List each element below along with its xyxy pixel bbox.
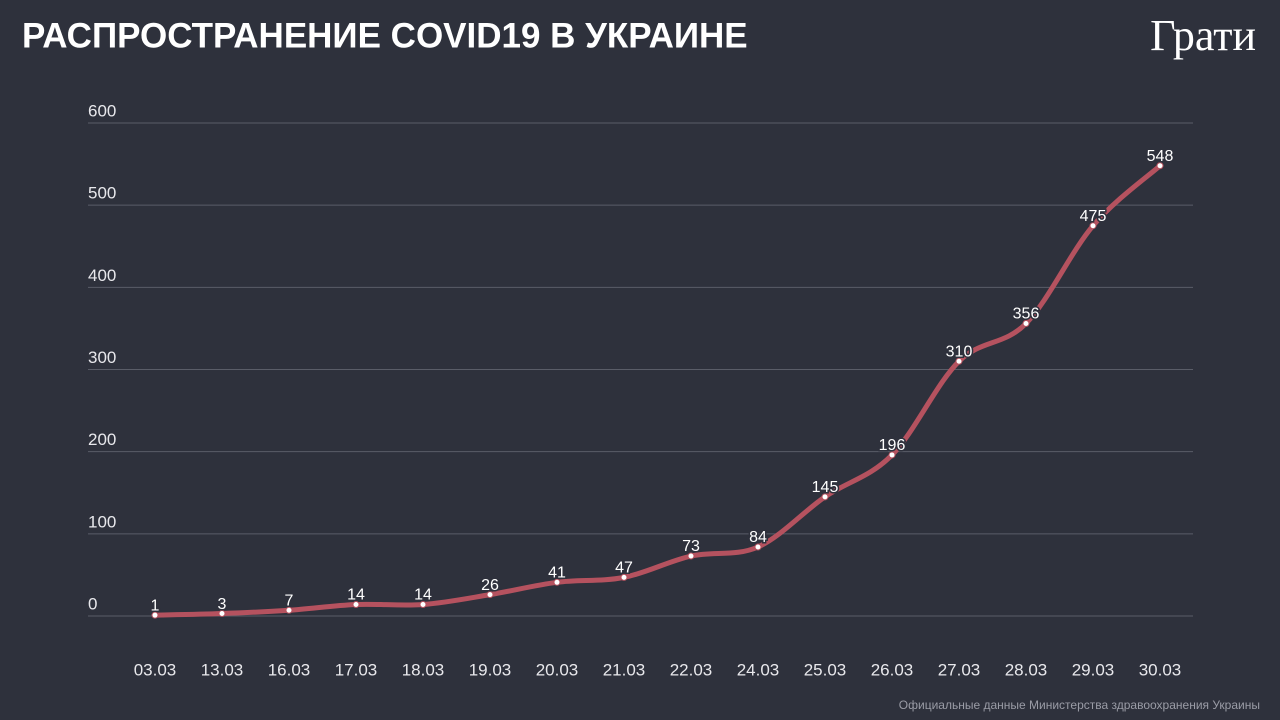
data-point [955,357,963,365]
data-point [486,591,494,599]
value-label: 7 [285,592,294,609]
x-tick-label: 22.03 [670,660,713,679]
value-label: 196 [879,437,906,454]
x-tick-label: 26.03 [871,660,914,679]
value-label: 84 [749,529,767,546]
data-point [754,543,762,551]
y-tick-label: 600 [88,101,116,120]
x-tick-label: 19.03 [469,660,512,679]
data-point [1156,162,1164,170]
x-tick-label: 21.03 [603,660,646,679]
x-tick-label: 25.03 [804,660,847,679]
value-label: 356 [1013,306,1040,323]
value-label: 1 [151,597,160,614]
data-point [151,611,159,619]
value-label: 73 [682,538,700,555]
logo: Грати [1150,11,1256,60]
source-note: Официальные данные Министерства здравоох… [899,698,1260,712]
data-point [620,573,628,581]
data-point [285,606,293,614]
data-point [553,578,561,586]
data-point [821,493,829,501]
x-tick-label: 18.03 [402,660,445,679]
x-tick-label: 27.03 [938,660,981,679]
chart-title: РАСПРОСТРАНЕНИЕ COVID19 В УКРАИНЕ [22,16,748,55]
x-tick-label: 17.03 [335,660,378,679]
y-tick-label: 100 [88,512,116,531]
data-point [1089,222,1097,230]
value-label: 14 [347,587,365,604]
y-tick-label: 0 [88,594,97,613]
value-label: 3 [218,596,227,613]
x-tick-label: 16.03 [268,660,311,679]
data-line [152,163,1163,618]
value-label: 475 [1080,208,1107,225]
data-point [419,600,427,608]
y-tick-label: 300 [88,348,116,367]
data-point [888,451,896,459]
x-tick-label: 30.03 [1139,660,1182,679]
x-tick-label: 24.03 [737,660,780,679]
x-tick-label: 20.03 [536,660,579,679]
value-label: 310 [946,344,973,361]
data-point [1022,319,1030,327]
data-point [352,600,360,608]
y-tick-label: 200 [88,430,116,449]
value-label: 26 [481,577,499,594]
x-tick-label: 03.03 [134,660,177,679]
x-tick-label: 28.03 [1005,660,1048,679]
y-tick-label: 500 [88,184,116,203]
data-point [687,552,695,560]
y-tick-label: 400 [88,266,116,285]
x-tick-label: 13.03 [201,660,244,679]
x-tick-label: 29.03 [1072,660,1115,679]
value-label: 548 [1147,148,1174,165]
value-label: 47 [615,560,633,577]
value-label: 145 [812,479,839,496]
data-point [218,610,226,618]
value-label: 41 [548,565,566,582]
value-label: 14 [414,587,432,604]
